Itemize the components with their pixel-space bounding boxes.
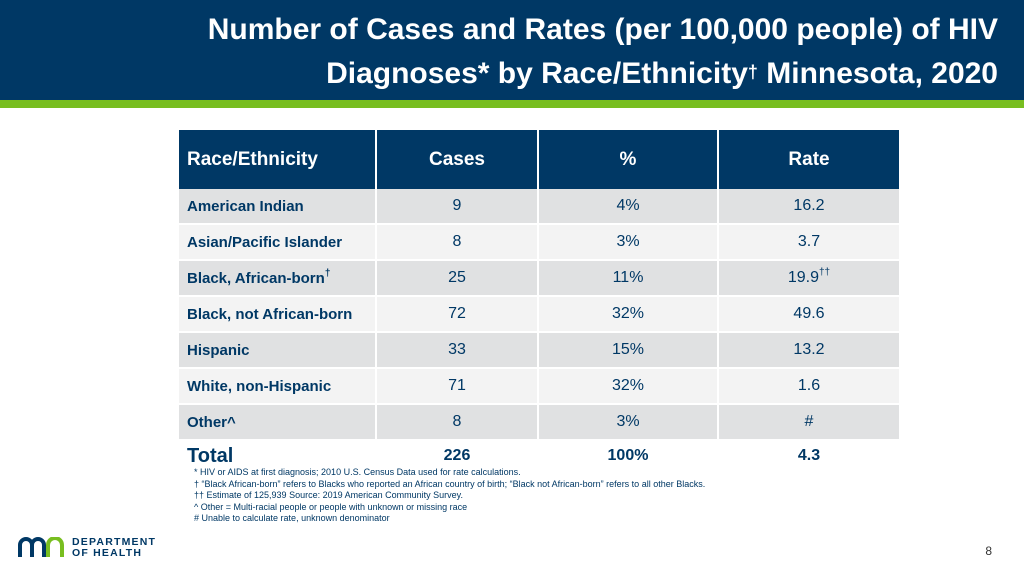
percent-cell: 3% [538, 224, 719, 261]
hiv-cases-table: Race/Ethnicity Cases % Rate American Ind… [179, 130, 899, 473]
table-row: Asian/Pacific Islander 8 3% 3.7 [179, 224, 899, 261]
race-cell: Black, not African-born [179, 296, 377, 333]
title-line-1: Number of Cases and Rates (per 100,000 p… [207, 13, 998, 46]
table-row: American Indian 9 4% 16.2 [179, 189, 899, 225]
total-cases: 226 [376, 440, 539, 473]
rate-cell: 3.7 [718, 224, 899, 261]
green-accent-bar [0, 100, 1024, 108]
rate-cell: 49.6 [718, 296, 899, 333]
page-title: Number of Cases and Rates (per 100,000 p… [38, 8, 998, 96]
footnote: # Unable to calculate rate, unknown deno… [194, 513, 390, 523]
cases-cell: 33 [376, 332, 539, 369]
percent-cell: 32% [538, 296, 719, 333]
race-cell: American Indian [179, 189, 377, 225]
title-line-2a: Diagnoses* by Race/Ethnicity [326, 57, 748, 90]
title-line-2b: Minnesota, 2020 [757, 57, 998, 90]
mn-logo-icon [18, 537, 64, 557]
race-cell: Other^ [179, 404, 377, 441]
cases-cell: 8 [376, 224, 539, 261]
footnote: ^ Other = Multi-racial people or people … [194, 501, 468, 512]
table-row: Black, African-born† 25 11% 19.9†† [179, 260, 899, 297]
cases-cell: 8 [376, 404, 539, 441]
title-dagger: † [747, 62, 758, 82]
rate-cell: # [718, 404, 899, 441]
footnote: †† Estimate of 125,939 Source: 2019 Amer… [194, 490, 463, 500]
footnote: † “Black African-born” refers to Blacks … [194, 478, 706, 489]
title-banner: Number of Cases and Rates (per 100,000 p… [0, 0, 1024, 100]
table-row: Black, not African-born 72 32% 49.6 [179, 296, 899, 333]
percent-cell: 15% [538, 332, 719, 369]
header-rate: Rate [718, 130, 899, 189]
rate-cell: 19.9†† [718, 260, 899, 297]
footnote: * HIV or AIDS at first diagnosis; 2010 U… [194, 467, 521, 477]
race-cell: Hispanic [179, 332, 377, 369]
logo-line-2: OF HEALTH [72, 547, 143, 559]
total-percent: 100% [538, 440, 719, 473]
header-percent: % [538, 130, 719, 189]
page-number: 8 [985, 544, 992, 558]
cases-cell: 72 [376, 296, 539, 333]
percent-cell: 4% [538, 189, 719, 225]
mdh-logo: DEPARTMENT OF HEALTH [18, 535, 158, 561]
cases-cell: 71 [376, 368, 539, 405]
table-row: Hispanic 33 15% 13.2 [179, 332, 899, 369]
rate-cell: 13.2 [718, 332, 899, 369]
percent-cell: 11% [538, 260, 719, 297]
table-row: White, non-Hispanic 71 32% 1.6 [179, 368, 899, 405]
race-cell: Black, African-born† [179, 260, 377, 297]
total-rate: 4.3 [718, 440, 899, 473]
percent-cell: 32% [538, 368, 719, 405]
cases-cell: 9 [376, 189, 539, 225]
table-header-row: Race/Ethnicity Cases % Rate [179, 130, 899, 189]
logo-text: DEPARTMENT OF HEALTH [72, 537, 156, 559]
header-race-ethnicity: Race/Ethnicity [179, 130, 377, 189]
percent-cell: 3% [538, 404, 719, 441]
logo-line-1: DEPARTMENT [72, 536, 157, 548]
table-row: Other^ 8 3% # [179, 404, 899, 441]
total-label: Total [179, 440, 377, 473]
header-cases: Cases [376, 130, 539, 189]
rate-cell: 16.2 [718, 189, 899, 225]
total-row: Total 226 100% 4.3 [179, 440, 899, 473]
race-cell: Asian/Pacific Islander [179, 224, 377, 261]
cases-cell: 25 [376, 260, 539, 297]
footnotes: * HIV or AIDS at first diagnosis; 2010 U… [194, 467, 705, 525]
race-cell: White, non-Hispanic [179, 368, 377, 405]
rate-cell: 1.6 [718, 368, 899, 405]
title-line-2: Diagnoses* by Race/Ethnicity† Minnesota,… [38, 52, 998, 96]
